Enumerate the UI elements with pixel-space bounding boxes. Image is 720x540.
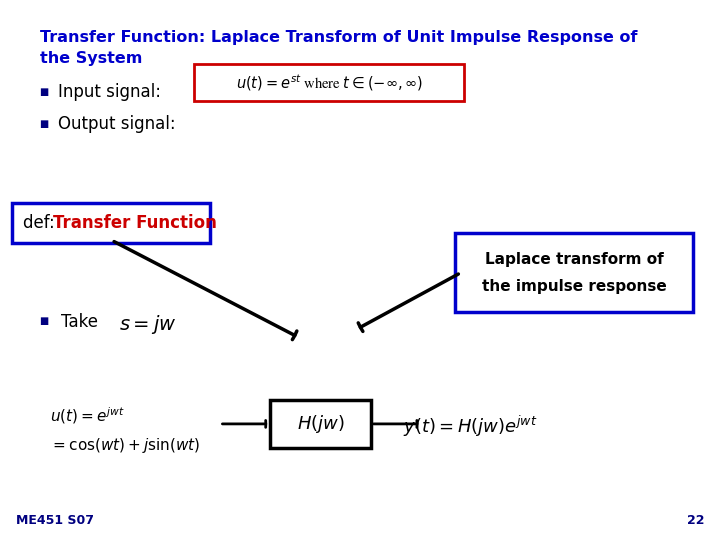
FancyBboxPatch shape — [270, 400, 371, 448]
Text: Transfer Function: Laplace Transform of Unit Impulse Response of: Transfer Function: Laplace Transform of … — [40, 30, 637, 45]
Text: Output signal:: Output signal: — [58, 115, 175, 133]
Text: ME451 S07: ME451 S07 — [16, 514, 94, 526]
Text: the System: the System — [40, 51, 142, 66]
Text: 22: 22 — [687, 514, 704, 526]
Text: $y(t) = H(jw)e^{jwt}$: $y(t) = H(jw)e^{jwt}$ — [403, 414, 538, 439]
Text: ■: ■ — [40, 119, 49, 129]
Text: def:: def: — [23, 214, 60, 232]
Text: $s = jw$: $s = jw$ — [119, 313, 176, 335]
FancyBboxPatch shape — [12, 202, 210, 243]
Text: $= \cos(wt) + j\sin(wt)$: $= \cos(wt) + j\sin(wt)$ — [50, 436, 201, 455]
Text: $H(jw)$: $H(jw)$ — [297, 413, 344, 435]
Text: Transfer Function: Transfer Function — [53, 214, 217, 232]
Text: ■: ■ — [40, 87, 49, 97]
Text: Take: Take — [61, 313, 98, 332]
Text: $u(t) = e^{st}$ where $t \in (-\infty, \infty)$: $u(t) = e^{st}$ where $t \in (-\infty, \… — [235, 72, 423, 93]
Text: Input signal:: Input signal: — [58, 83, 161, 101]
Text: ■: ■ — [40, 316, 49, 326]
Text: $u(t) = e^{jwt}$: $u(t) = e^{jwt}$ — [50, 406, 125, 426]
Text: Laplace transform of: Laplace transform of — [485, 252, 664, 267]
FancyBboxPatch shape — [455, 233, 693, 312]
FancyBboxPatch shape — [194, 64, 464, 101]
Text: the impulse response: the impulse response — [482, 279, 667, 294]
